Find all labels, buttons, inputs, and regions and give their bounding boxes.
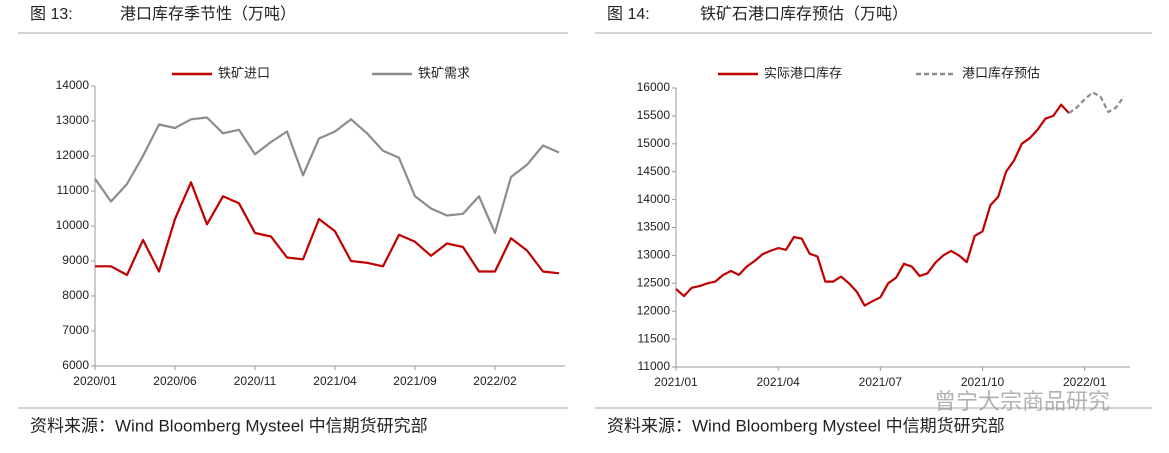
- y-tick-label: 9000: [62, 253, 89, 267]
- x-tick-label: 2021/04: [756, 375, 800, 389]
- x-tick-label: 2021/01: [654, 375, 698, 389]
- y-tick-label: 15000: [637, 136, 671, 150]
- y-tick-label: 6000: [62, 358, 89, 372]
- y-tick-label: 7000: [62, 323, 89, 337]
- x-tick-label: 2021/07: [859, 375, 903, 389]
- y-tick-label: 12000: [56, 148, 90, 162]
- source-note: 资料来源：Wind Bloomberg Mysteel 中信期货研究部: [607, 416, 1005, 435]
- series-line: [675, 103, 1070, 307]
- y-tick-label: 14000: [56, 78, 90, 92]
- legend-label: 实际港口库存: [764, 65, 842, 80]
- x-tick-label: 2020/06: [153, 374, 197, 388]
- y-tick-label: 16000: [637, 80, 671, 94]
- y-tick-label: 14000: [637, 192, 671, 206]
- x-tick-label: 2020/11: [234, 374, 277, 388]
- legend-label: 港口库存预估: [962, 65, 1040, 80]
- legend-label: 铁矿需求: [418, 65, 470, 80]
- x-tick-label: 2022/01: [1063, 375, 1107, 389]
- x-tick-label: 2021/10: [961, 375, 1005, 389]
- y-tick-label: 13000: [637, 248, 671, 262]
- figure-label: 图 13:: [30, 6, 73, 23]
- y-tick-label: 12500: [637, 275, 671, 289]
- y-tick-label: 14500: [637, 164, 671, 178]
- figure-title: 铁矿石港口库存预估（万吨）: [700, 5, 908, 23]
- y-tick-label: 11000: [57, 183, 90, 197]
- x-tick-label: 2022/02: [473, 374, 517, 388]
- x-tick-label: 2020/01: [73, 374, 117, 388]
- y-tick-label: 13500: [637, 220, 671, 234]
- figure-label: 图 14:: [607, 6, 650, 23]
- x-tick-label: 2021/09: [393, 374, 437, 388]
- y-tick-label: 11500: [638, 331, 671, 345]
- series-line: [95, 181, 560, 277]
- y-tick-label: 11000: [638, 359, 671, 373]
- y-tick-label: 13000: [56, 113, 90, 127]
- series-line: [1068, 91, 1125, 114]
- y-tick-label: 12000: [637, 303, 671, 317]
- legend-label: 铁矿进口: [218, 65, 270, 80]
- figure-title: 港口库存季节性（万吨）: [120, 5, 296, 23]
- source-note: 资料来源：Wind Bloomberg Mysteel 中信期货研究部: [30, 416, 428, 435]
- y-tick-label: 15500: [637, 108, 671, 122]
- y-tick-label: 10000: [56, 218, 90, 232]
- y-tick-label: 8000: [62, 288, 89, 302]
- series-line: [94, 116, 560, 235]
- x-tick-label: 2021/04: [313, 374, 357, 388]
- watermark: 曾宁大宗商品研究: [934, 389, 1110, 414]
